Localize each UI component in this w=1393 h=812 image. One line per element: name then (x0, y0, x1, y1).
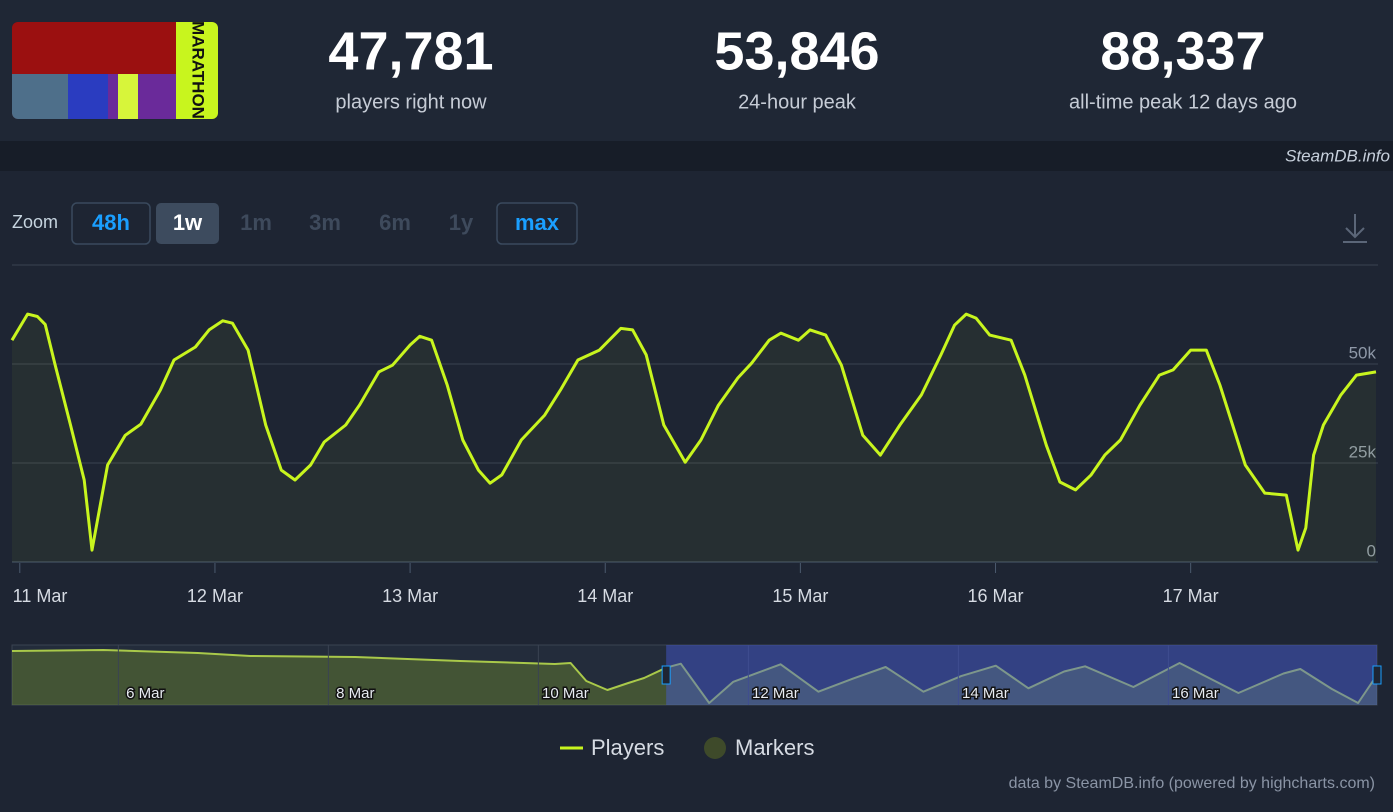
watermark: SteamDB.info (1285, 146, 1390, 165)
navigator-tick-label: 6 Mar (126, 685, 164, 702)
zoom-button-frame (496, 202, 578, 245)
area (12, 314, 1377, 562)
y-tick-label: 50k (1349, 343, 1377, 362)
credits: data by SteamDB.info (powered by highcha… (1009, 775, 1375, 792)
y-tick-label: 0 (1367, 541, 1376, 560)
legend-label[interactable]: Markers (735, 735, 814, 760)
watermark-strip (0, 141, 1393, 171)
logo-text: MARATHON (189, 21, 208, 119)
stat-value: 53,846 (714, 21, 879, 81)
zoom-button[interactable]: max (515, 210, 560, 235)
stat-value: 47,781 (328, 21, 493, 81)
x-tick-label: 13 Mar (382, 586, 438, 606)
legend-symbol (704, 737, 726, 759)
zoom-button[interactable]: 48h (92, 210, 130, 235)
x-tick-label: 14 Mar (577, 586, 633, 606)
line (10, 312, 1377, 552)
stat-value: 88,337 (1100, 21, 1265, 81)
logo: MARATHON (12, 21, 218, 119)
zoom-button[interactable]: 1y (449, 210, 474, 235)
area (12, 650, 1377, 705)
navigator-tick-label: 8 Mar (336, 685, 374, 702)
zoom-label: Zoom (12, 212, 58, 232)
zoom-button-frame (156, 203, 219, 244)
navigator-selection (666, 645, 1377, 705)
stat-label: players right now (335, 91, 487, 113)
header-bg (0, 0, 1393, 141)
navigator-tick-label: 10 Mar (542, 685, 589, 702)
navigator-handle[interactable] (661, 665, 671, 685)
zoom-button[interactable]: 3m (309, 210, 341, 235)
navigator-tick-label: 14 Mar (962, 685, 1009, 702)
legend-label[interactable]: Players (591, 735, 664, 760)
navigator-tick-label: 16 Mar (1172, 685, 1219, 702)
x-tick-label: 12 Mar (187, 586, 243, 606)
x-tick-label: 16 Mar (968, 586, 1024, 606)
x-tick-label: 15 Mar (772, 586, 828, 606)
zoom-button[interactable]: 1m (240, 210, 272, 235)
stat-label: all-time peak 12 days ago (1069, 91, 1297, 113)
download-icon[interactable] (1343, 214, 1367, 243)
x-tick-label: 11 Mar (13, 586, 68, 606)
zoom-button[interactable]: 1w (173, 210, 203, 235)
zoom-button-frame (71, 202, 151, 245)
line (11, 649, 1378, 704)
navigator-tick-label: 12 Mar (752, 685, 799, 702)
x-tick-label: 17 Mar (1163, 586, 1219, 606)
y-tick-label: 25k (1349, 442, 1377, 461)
navigator-handle[interactable] (1372, 665, 1382, 685)
zoom-button[interactable]: 6m (379, 210, 411, 235)
stat-label: 24-hour peak (738, 91, 857, 113)
